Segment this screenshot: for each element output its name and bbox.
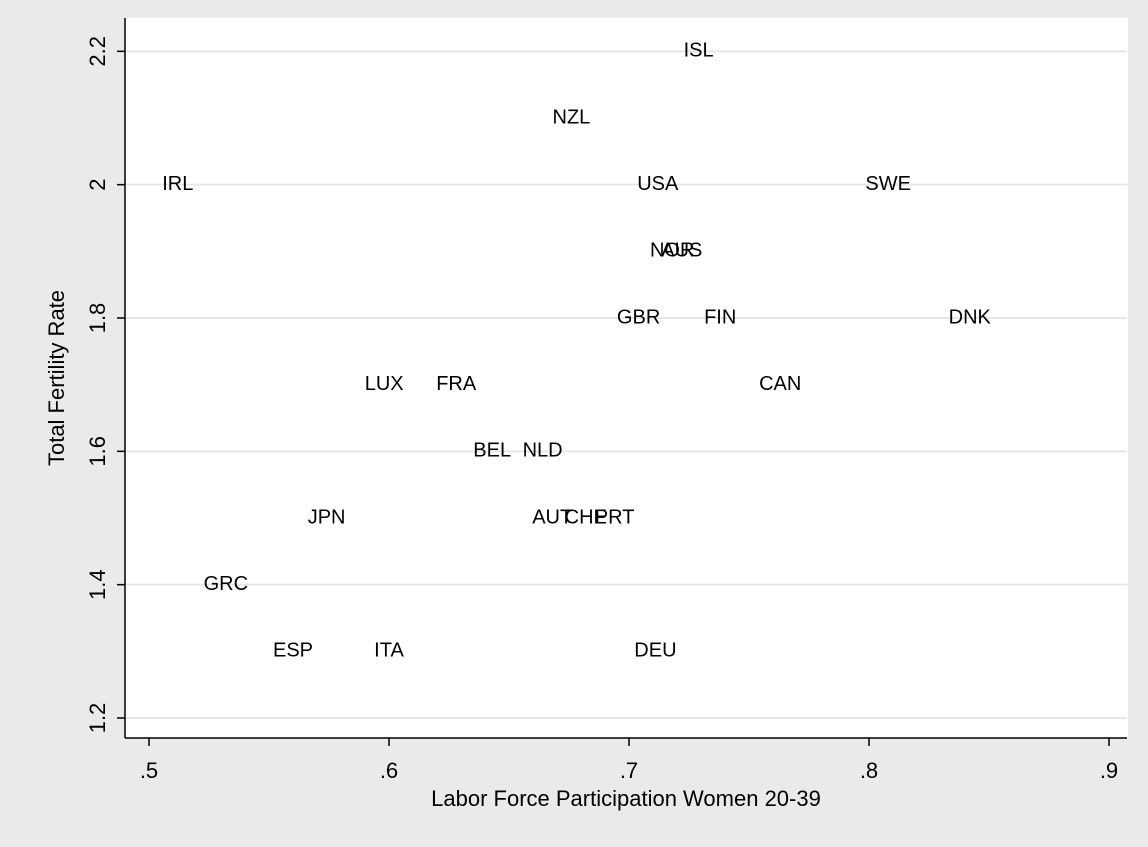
x-tick-label: .6	[380, 758, 398, 783]
point-label: DEU	[634, 640, 676, 662]
point-label: CAN	[759, 373, 801, 395]
plot-area	[125, 18, 1128, 738]
y-tick-label: 2.2	[85, 36, 110, 67]
point-label: DNK	[949, 306, 992, 328]
point-label: ESP	[273, 640, 313, 662]
point-label: AUT	[532, 506, 572, 528]
point-label: BEL	[473, 440, 511, 462]
point-label: JPN	[308, 506, 346, 528]
point-label: ISL	[684, 40, 714, 62]
y-tick-label: 1.2	[85, 703, 110, 734]
point-label: FRA	[436, 373, 477, 395]
y-axis-title: Total Fertility Rate	[44, 290, 69, 466]
x-axis-title: Labor Force Participation Women 20-39	[431, 786, 821, 811]
point-label: NZL	[553, 106, 591, 128]
point-label: PRT	[595, 506, 635, 528]
x-tick-label: .7	[620, 758, 638, 783]
point-label: CHE	[565, 506, 607, 528]
point-label: FIN	[704, 306, 736, 328]
point-label: NOR	[650, 240, 694, 262]
point-label: GBR	[617, 306, 660, 328]
point-label: LUX	[365, 373, 404, 395]
x-tick-label: .5	[140, 758, 158, 783]
point-label: AUS	[661, 240, 702, 262]
x-tick-label: .9	[1100, 758, 1118, 783]
y-tick-label: 2	[85, 179, 110, 191]
y-tick-label: 1.4	[85, 569, 110, 600]
y-tick-label: 1.6	[85, 436, 110, 467]
x-tick-label: .8	[860, 758, 878, 783]
point-label: USA	[637, 173, 679, 195]
point-label: GRC	[204, 573, 248, 595]
point-label: IRL	[162, 173, 193, 195]
y-tick-label: 1.8	[85, 303, 110, 334]
point-label: SWE	[865, 173, 911, 195]
point-label: ITA	[374, 640, 404, 662]
point-label: NLD	[523, 440, 563, 462]
